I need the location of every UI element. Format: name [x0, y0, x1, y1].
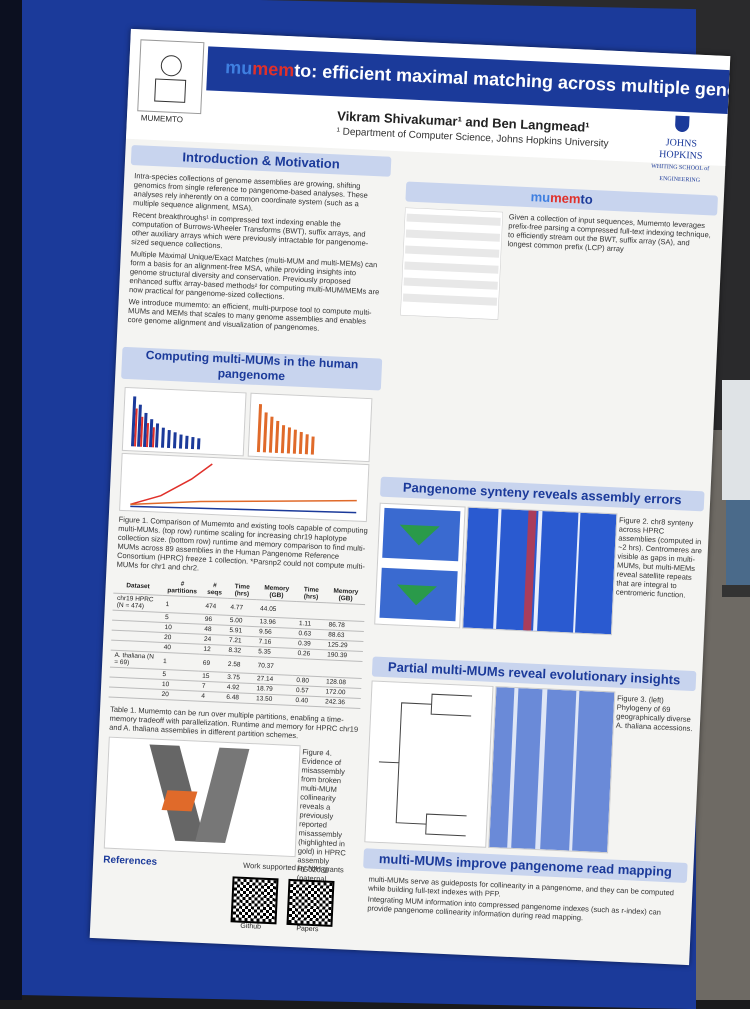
- jhu-name: JOHNS HOPKINS WHITING SCHOOL of ENGINEERI…: [651, 137, 710, 184]
- references-heading: References: [102, 854, 158, 868]
- figure2-caption: Figure 2. chr8 synteny across HPRC assem…: [615, 515, 703, 600]
- figure3-caption: Figure 3. (left) Phylogeny of 69 geograp…: [615, 693, 693, 734]
- table1-caption: Table 1. Mumemto can be run over multipl…: [109, 704, 359, 741]
- runtime-bar-chart: [121, 386, 247, 457]
- papers-qr-label: Papers: [296, 925, 319, 934]
- mumemto-logo: [137, 39, 205, 115]
- chr8-heatmap: [462, 506, 618, 636]
- person-silhouette: [722, 380, 750, 597]
- readmap-text: multi-MUMs serve as guideposts for colli…: [367, 874, 675, 923]
- scaling-line-chart: [119, 452, 370, 523]
- bwt-array-figure: [400, 207, 504, 320]
- logo-label: MUMEMTO: [140, 113, 184, 125]
- figure1-caption: Figure 1. Comparison of Mumemto and exis…: [116, 514, 368, 573]
- board-edge: [0, 0, 22, 1000]
- partition-table: Dataset # partitions # seqs Time (hrs) Memor…: [108, 576, 366, 709]
- intro-text: Intra-species collections of genome asse…: [127, 171, 380, 333]
- research-poster: MUMEMTO mumemto: efficient maximal match…: [89, 28, 731, 966]
- poster-header: MUMEMTO mumemto: efficient maximal match…: [125, 28, 730, 184]
- computing-heading: Computing multi-MUMs in the human pangen…: [121, 346, 383, 391]
- mumemto-description: Given a collection of input sequences, M…: [507, 212, 712, 254]
- memory-bar-chart: [247, 392, 373, 463]
- misassembly-figure: [103, 736, 301, 858]
- papers-qr-code[interactable]: [286, 878, 335, 927]
- phylogeny-tree: [364, 680, 494, 848]
- github-qr-code[interactable]: [230, 876, 279, 925]
- synteny-overview-figure: [374, 502, 466, 629]
- partial-mum-heatmap: [488, 686, 616, 854]
- github-qr-label: Github: [240, 922, 262, 931]
- jhu-shield-icon: [674, 115, 690, 133]
